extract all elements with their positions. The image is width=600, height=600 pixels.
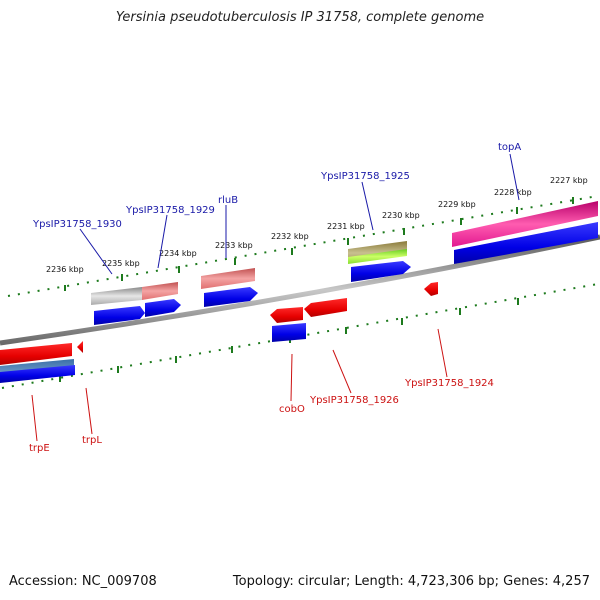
reverse-features	[0, 282, 438, 383]
feature-pink[interactable]	[452, 201, 598, 247]
feature-steel[interactable]	[0, 359, 74, 374]
kbp-tick-label: 2233 kbp	[215, 241, 253, 250]
kbp-tick-label: 2235 kbp	[102, 259, 140, 268]
gene-arrow-reverse[interactable]	[304, 298, 347, 317]
gene-arrow-forward[interactable]	[204, 287, 258, 307]
gene-label-1924[interactable]: YpsIP31758_1924	[404, 378, 494, 389]
feature-salmon[interactable]	[142, 282, 178, 300]
gene-label-1930[interactable]: YpsIP31758_1930	[32, 219, 122, 230]
gene-arrow-reverse[interactable]	[270, 307, 303, 323]
kbp-tick-label: 2230 kbp	[382, 211, 420, 220]
gene-arrow-reverse[interactable]	[0, 343, 72, 365]
gene-label-cobO[interactable]: cobO	[279, 404, 305, 415]
gene-arrow-forward[interactable]	[351, 261, 411, 282]
gene-arrow-forward[interactable]	[454, 222, 598, 264]
feature-gray[interactable]	[91, 287, 142, 305]
gene-arrow-forward[interactable]	[94, 306, 145, 325]
gene-arrow-reverse[interactable]	[77, 341, 83, 353]
gene-block-reverse[interactable]	[0, 365, 75, 383]
kbp-tick-label: 2234 kbp	[159, 249, 197, 258]
genome-title: Yersinia pseudotuberculosis IP 31758, co…	[115, 10, 485, 25]
forward-ruler	[7, 195, 599, 297]
gene-label-rluB[interactable]: rluB	[218, 195, 238, 206]
gene-arrow-reverse[interactable]	[424, 282, 438, 296]
kbp-tick-label: 2236 kbp	[46, 265, 84, 274]
gene-label-topA[interactable]: topA	[498, 142, 521, 153]
genome-backbone	[0, 234, 600, 346]
gene-label-trpL[interactable]: trpL	[82, 435, 102, 446]
reverse-label-leaders	[31, 328, 448, 442]
kbp-tick-label: 2227 kbp	[550, 176, 588, 185]
gene-label-1926[interactable]: YpsIP31758_1926	[309, 395, 399, 406]
gene-block-reverse[interactable]	[272, 323, 306, 342]
forward-features	[91, 201, 598, 325]
genome-stats-text: Topology: circular; Length: 4,723,306 bp…	[232, 574, 590, 589]
gene-label-1925[interactable]: YpsIP31758_1925	[320, 171, 410, 182]
gene-arrow-forward[interactable]	[145, 299, 181, 317]
kbp-tick-label: 2232 kbp	[271, 232, 309, 241]
gene-label-1929[interactable]: YpsIP31758_1929	[125, 205, 215, 216]
kbp-tick-label: 2231 kbp	[327, 222, 365, 231]
accession-text: Accession: NC_009708	[9, 574, 157, 589]
gene-label-trpE[interactable]: trpE	[29, 443, 50, 454]
forward-label-leaders	[79, 153, 520, 275]
feature-salmon[interactable]	[201, 268, 255, 289]
feature-lime[interactable]	[348, 249, 407, 264]
kbp-tick-label: 2229 kbp	[438, 200, 476, 209]
kbp-tick-label: 2228 kbp	[494, 188, 532, 197]
